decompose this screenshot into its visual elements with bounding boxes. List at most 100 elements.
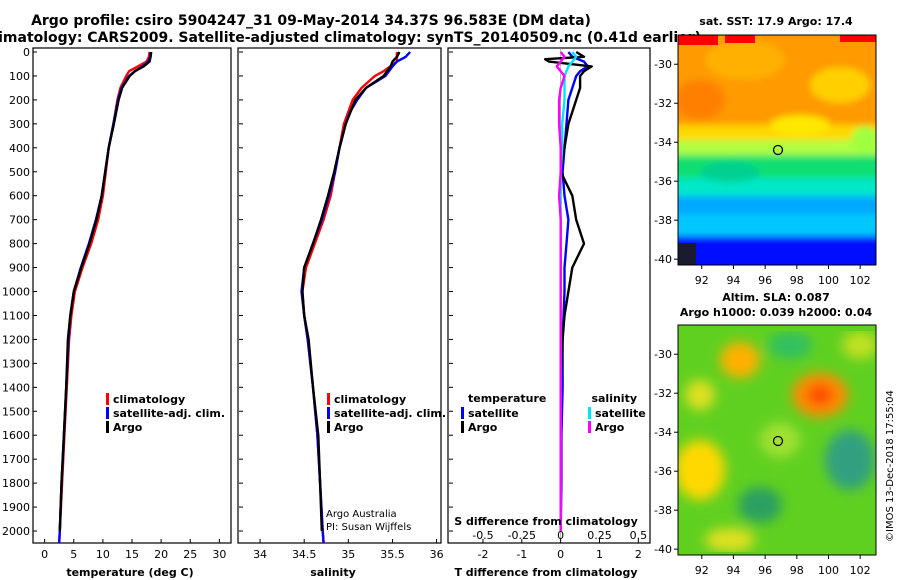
sla_map-y-tick-label: -34 (654, 426, 672, 439)
salinity-series-argo (301, 51, 401, 532)
sla-map-frame (677, 324, 877, 556)
s-difference-tick-label: -0.25 (508, 529, 536, 542)
depth-tick-label: 200 (9, 94, 30, 107)
s-difference-xlabel: S difference from climatology (454, 515, 638, 528)
depth-tick-label: 700 (9, 214, 30, 227)
depth-tick-label: 0 (23, 46, 30, 59)
s-difference-tick-label: -0.5 (472, 529, 493, 542)
salinity-x-tick-label: 36 (430, 548, 444, 561)
figure-title: Argo profile: csiro 5904247_31 09-May-20… (31, 13, 591, 29)
temperature-x-tick-label: 15 (125, 548, 139, 561)
depth-tick-label: 100 (9, 70, 30, 83)
sla_map-x-tick-label: 98 (790, 564, 804, 577)
depth-tick-label: 1000 (2, 286, 30, 299)
sla_map-x-tick-label: 94 (726, 564, 740, 577)
depth-tick-label: 1200 (2, 333, 30, 346)
t-difference-tick-label: 2 (635, 548, 642, 561)
sst_map-x-tick-label: 98 (790, 274, 804, 287)
salinity-x-tick-label: 34.5 (292, 548, 317, 561)
t-difference-tick-label: -2 (477, 548, 488, 561)
legend-swatch-climatology (106, 393, 109, 405)
legend-label: Argo (113, 421, 143, 434)
t-difference-tick-label: 0 (557, 548, 564, 561)
temperature-xlabel: temperature (deg C) (66, 566, 193, 579)
depth-tick-label: 1300 (2, 357, 30, 370)
imos-credit: ©IMOS 13-Dec-2018 17:55:04 (885, 390, 896, 542)
depth-tick-label: 1800 (2, 477, 30, 490)
legend-label: Argo (334, 421, 364, 434)
difference-series-3 (555, 51, 566, 531)
legend-swatch-argo-salinity (588, 421, 591, 433)
sla_map-y-tick-label: -38 (654, 504, 672, 517)
sst-map-title: sat. SST: 17.9 Argo: 17.4 (699, 15, 853, 28)
difference-series-1 (543, 50, 593, 531)
sla_map-y-tick-label: -32 (654, 387, 672, 400)
sst_map-y-tick-label: -30 (654, 58, 672, 71)
sst-map-frame (677, 34, 877, 266)
sst_map-x-tick-label: 92 (695, 274, 709, 287)
t-difference-xlabel: T difference from climatology (454, 566, 637, 579)
legend-label: satellite-adj. clim. (334, 407, 446, 420)
sst_map-y-tick-label: -38 (654, 214, 672, 227)
sst-map-image (678, 35, 876, 265)
legend-label: Argo (595, 421, 625, 434)
salinity-series-climatology (301, 52, 399, 543)
salinity-x-tick-label: 35 (341, 548, 355, 561)
difference-legend-salinity: salinity satellite Argo (588, 392, 646, 434)
sst_map-y-tick-label: -34 (654, 136, 672, 149)
depth-tick-label: 1100 (2, 309, 30, 322)
temperature-x-tick-label: 20 (154, 548, 168, 561)
depth-tick-label: 1700 (2, 453, 30, 466)
legend-label: satellite (595, 407, 646, 420)
salinity-panel (237, 47, 442, 544)
sst_map-x-tick-label: 102 (850, 274, 871, 287)
salinity-series-satellite (300, 51, 411, 543)
legend-swatch-satellite (327, 407, 330, 419)
difference-panel (447, 47, 651, 544)
legend-title: temperature (468, 392, 546, 405)
depth-tick-label: 400 (9, 142, 30, 155)
sla-argo-position-marker (772, 435, 784, 447)
temperature-x-tick-label: 5 (70, 548, 77, 561)
credit-pi: PI: Susan Wijffels (326, 522, 411, 533)
legend-label: Argo (468, 421, 498, 434)
temperature-x-tick-label: 30 (212, 548, 226, 561)
sla_map-y-tick-label: -30 (654, 348, 672, 361)
sla-map-title: Altim. SLA: 0.087 (722, 291, 829, 304)
difference-legend-temperature: temperature satellite Argo (461, 392, 546, 434)
salinity-x-tick-label: 35.5 (380, 548, 405, 561)
depth-tick-label: 600 (9, 190, 30, 203)
sla-map-image (678, 325, 876, 555)
salinity-legend: climatology satellite-adj. clim. Argo (327, 393, 446, 434)
sla_map-x-tick-label: 92 (695, 564, 709, 577)
legend-swatch-argo (461, 421, 464, 433)
sla_map-x-tick-label: 102 (850, 564, 871, 577)
difference-series-0 (559, 51, 589, 532)
sst_map-x-tick-label: 94 (726, 274, 740, 287)
legend-title: salinity (591, 392, 637, 405)
t-difference-tick-label: 1 (596, 548, 603, 561)
credit-argo-australia: Argo Australia (326, 509, 397, 520)
legend-swatch-sat-salinity (588, 407, 591, 419)
legend-label: satellite (468, 407, 519, 420)
sst-argo-position-marker (772, 144, 784, 156)
salinity-x-tick-label: 34 (253, 548, 267, 561)
t-difference-tick-label: -1 (516, 548, 527, 561)
sla_map-x-tick-label: 100 (818, 564, 839, 577)
legend-label: climatology (113, 393, 185, 406)
temperature-legend: climatology satellite-adj. clim. Argo (106, 393, 225, 434)
sla_map-y-tick-label: -36 (654, 465, 672, 478)
legend-label: satellite-adj. clim. (113, 407, 225, 420)
s-difference-tick-label: 0.25 (587, 529, 612, 542)
temperature-x-tick-label: 25 (183, 548, 197, 561)
sst_map-y-tick-label: -40 (654, 253, 672, 266)
legend-swatch-argo (327, 421, 330, 433)
temperature-x-tick-label: 10 (96, 548, 110, 561)
depth-axis: 0 100 200 300 400 500 600 700 800 900 1000 1100 1200… (2, 46, 453, 538)
depth-tick-label: 2000 (2, 525, 30, 538)
s-difference-tick-label: 0.5 (630, 529, 648, 542)
depth-tick-label: 1900 (2, 501, 30, 514)
salinity-xlabel: salinity (310, 566, 356, 579)
depth-tick-label: 1500 (2, 405, 30, 418)
